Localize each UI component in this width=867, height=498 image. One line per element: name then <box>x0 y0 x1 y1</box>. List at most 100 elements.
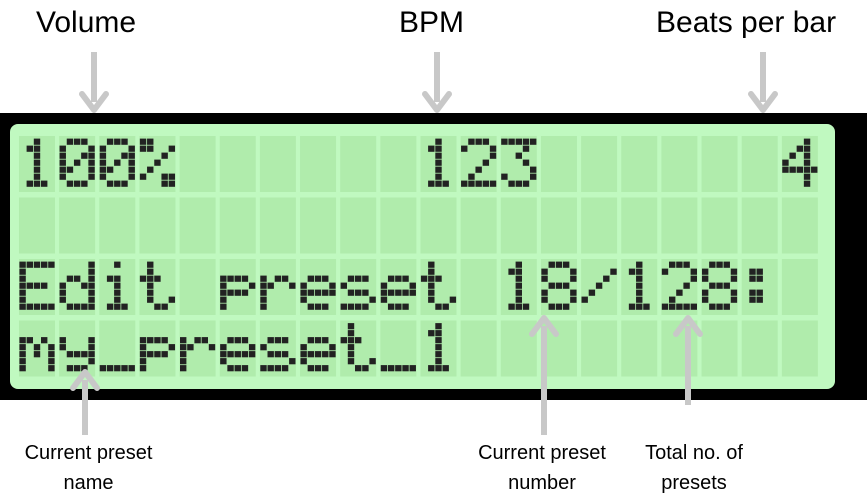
lcd-pixel <box>88 261 95 268</box>
lcd-pixel <box>139 344 147 351</box>
lcd-pixel <box>106 365 114 372</box>
lcd-lit-pixels <box>19 138 818 372</box>
lcd-pixel <box>26 303 33 310</box>
lcd-pixel <box>475 180 482 187</box>
lcd-pixel <box>227 289 234 296</box>
lcd-pixel <box>307 351 315 358</box>
lcd-cell <box>661 197 698 254</box>
lcd-pixel <box>154 303 161 310</box>
lcd-cell <box>781 197 818 254</box>
lcd-pixel <box>347 330 355 337</box>
lcd-pixel <box>636 261 643 268</box>
lcd-pixel <box>570 275 577 282</box>
lcd-pixel <box>355 303 362 310</box>
lcd-pixel <box>307 303 315 310</box>
lcd-pixel <box>541 289 548 296</box>
lcd-pixel <box>322 275 329 282</box>
lcd-pixel <box>248 351 256 358</box>
lcd-cell <box>701 136 738 192</box>
lcd-pixel <box>716 261 723 268</box>
lcd-pixel <box>19 268 26 275</box>
lcd-char <box>59 261 95 310</box>
lcd-pixel <box>66 275 74 282</box>
lcd-pixel <box>340 303 347 310</box>
lcd-char <box>340 323 376 372</box>
lcd-pixel <box>121 365 128 372</box>
lcd-pixel <box>220 275 227 282</box>
lcd-pixel <box>701 289 709 296</box>
lcd-pixel <box>369 296 376 303</box>
lcd-pixel <box>114 365 121 372</box>
lcd-pixel <box>281 351 289 358</box>
lcd-pixel <box>73 138 81 145</box>
lcd-pixel <box>59 152 66 159</box>
lcd-pixel <box>628 268 636 275</box>
lcd-pixel <box>355 289 362 296</box>
lcd-pixel <box>260 365 267 372</box>
lcd-pixel <box>220 296 227 303</box>
lcd-pixel <box>347 323 355 330</box>
lcd-pixel <box>139 145 147 152</box>
beats-per-bar-arrow <box>748 52 778 113</box>
lcd-pixel <box>541 268 548 275</box>
lcd-pixel <box>522 180 530 187</box>
lcd-pixel <box>548 261 555 268</box>
lcd-pixel <box>435 337 442 344</box>
lcd-pixel <box>723 303 730 310</box>
lcd-pixel <box>508 268 515 275</box>
lcd-pixel <box>88 145 95 152</box>
lcd-pixel <box>208 344 216 351</box>
lcd-pixel <box>628 303 636 310</box>
lcd-pixel <box>482 159 490 166</box>
lcd-pixel <box>449 296 457 303</box>
lcd-pixel <box>88 173 95 180</box>
lcd-char <box>260 337 296 372</box>
lcd-pixel <box>749 289 756 296</box>
lcd-pixel <box>147 275 154 282</box>
lcd-char <box>99 365 135 372</box>
lcd-pixel <box>428 268 435 275</box>
lcd-pixel <box>194 337 201 344</box>
lcd-pixel <box>387 303 395 310</box>
lcd-pixel <box>66 365 74 372</box>
total-presets-label: Total no. of presets <box>645 442 743 494</box>
lcd-pixel <box>128 152 135 159</box>
lcd-pixel <box>643 303 650 310</box>
lcd-pixel <box>562 303 570 310</box>
lcd-pixel <box>435 138 442 145</box>
lcd-pixel <box>475 166 482 173</box>
lcd-pixel <box>41 180 48 187</box>
lcd-cell <box>581 320 618 377</box>
lcd-pixel <box>329 351 336 358</box>
lcd-pixel <box>114 180 121 187</box>
lcd-pixel <box>676 303 683 310</box>
lcd-pixel <box>515 138 522 145</box>
lcd-pixel <box>234 337 241 344</box>
lcd-pixel <box>41 337 48 344</box>
lcd-pixel <box>515 303 522 310</box>
lcd-cell <box>219 197 256 254</box>
lcd-pixel <box>661 303 669 310</box>
lcd-pixel <box>803 166 811 173</box>
lcd-pixel <box>19 289 26 296</box>
lcd-pixel <box>154 337 161 344</box>
current-preset-name-arrow <box>70 369 100 435</box>
lcd-cell <box>380 197 417 254</box>
lcd-pixel <box>33 166 41 173</box>
lcd-pixel <box>59 344 66 351</box>
lcd-pixel <box>796 166 804 173</box>
lcd-pixel <box>180 351 187 358</box>
lcd-pixel <box>461 145 468 152</box>
lcd-cell <box>701 197 738 254</box>
lcd-pixel <box>201 337 208 344</box>
lcd-pixel <box>274 365 282 372</box>
lcd-cell <box>340 136 377 192</box>
lcd-pixel <box>106 166 114 173</box>
lcd-pixel <box>636 282 643 289</box>
bpm-label: BPM <box>399 6 465 39</box>
lcd-pixel <box>435 365 442 372</box>
lcd-pixel <box>387 289 395 296</box>
lcd-pixel <box>395 365 402 372</box>
lcd-pixel <box>716 282 723 289</box>
lcd-pixel <box>227 275 234 282</box>
